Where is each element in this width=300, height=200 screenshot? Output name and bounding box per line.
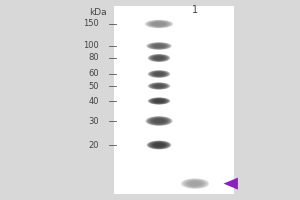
Ellipse shape <box>153 119 165 123</box>
Ellipse shape <box>147 116 171 126</box>
Ellipse shape <box>149 54 169 62</box>
Ellipse shape <box>151 71 167 77</box>
Ellipse shape <box>181 178 209 189</box>
Ellipse shape <box>148 43 170 49</box>
Ellipse shape <box>149 21 169 27</box>
Ellipse shape <box>146 116 172 126</box>
Ellipse shape <box>148 141 170 149</box>
Ellipse shape <box>154 56 164 60</box>
Ellipse shape <box>150 43 168 49</box>
Ellipse shape <box>150 98 168 104</box>
Ellipse shape <box>154 99 164 103</box>
Ellipse shape <box>148 97 170 105</box>
Text: 20: 20 <box>88 140 99 149</box>
Ellipse shape <box>151 83 167 89</box>
Ellipse shape <box>147 20 171 28</box>
Ellipse shape <box>149 141 169 149</box>
Ellipse shape <box>154 72 164 76</box>
Text: 80: 80 <box>88 53 99 62</box>
Ellipse shape <box>151 21 167 27</box>
Text: kDa: kDa <box>89 8 106 17</box>
Text: 40: 40 <box>88 97 99 106</box>
FancyBboxPatch shape <box>114 6 234 194</box>
Ellipse shape <box>150 83 168 89</box>
Ellipse shape <box>146 42 172 50</box>
Ellipse shape <box>146 20 172 28</box>
Ellipse shape <box>150 142 168 148</box>
Ellipse shape <box>153 22 165 26</box>
Ellipse shape <box>183 179 207 188</box>
Ellipse shape <box>149 117 169 125</box>
Text: 150: 150 <box>83 20 99 28</box>
Text: 1: 1 <box>192 5 198 15</box>
Ellipse shape <box>151 98 167 104</box>
Ellipse shape <box>148 117 170 125</box>
Ellipse shape <box>145 20 173 28</box>
Ellipse shape <box>153 44 165 48</box>
Ellipse shape <box>182 179 208 188</box>
Ellipse shape <box>148 54 170 62</box>
Ellipse shape <box>149 98 169 104</box>
Ellipse shape <box>150 71 168 77</box>
Ellipse shape <box>152 99 166 103</box>
Ellipse shape <box>149 83 169 89</box>
Ellipse shape <box>187 180 203 187</box>
Ellipse shape <box>185 180 205 188</box>
Text: 100: 100 <box>83 42 99 50</box>
Ellipse shape <box>152 84 166 88</box>
Ellipse shape <box>154 143 164 147</box>
Polygon shape <box>224 178 238 190</box>
Ellipse shape <box>152 72 166 76</box>
Text: 60: 60 <box>88 70 99 78</box>
Ellipse shape <box>152 44 166 48</box>
Ellipse shape <box>147 42 171 50</box>
Text: 30: 30 <box>88 116 99 126</box>
Ellipse shape <box>148 70 170 78</box>
Ellipse shape <box>150 55 168 61</box>
Ellipse shape <box>151 118 167 124</box>
Ellipse shape <box>154 84 164 88</box>
Ellipse shape <box>148 82 170 90</box>
Ellipse shape <box>151 55 167 61</box>
Text: 50: 50 <box>88 82 99 90</box>
Ellipse shape <box>152 142 166 148</box>
Ellipse shape <box>147 141 171 149</box>
Ellipse shape <box>152 55 166 61</box>
Ellipse shape <box>149 70 169 78</box>
